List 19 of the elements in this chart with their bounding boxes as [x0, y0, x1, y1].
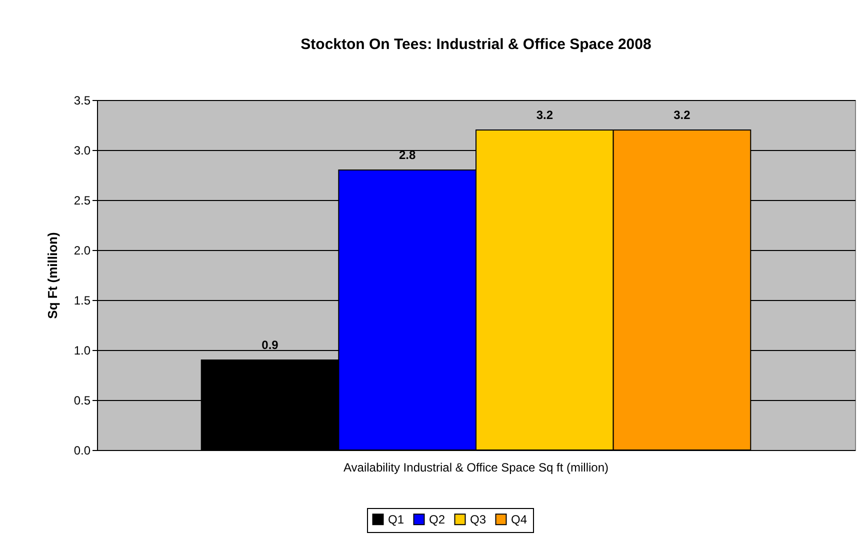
legend-label: Q3 — [470, 512, 486, 526]
legend-label: Q4 — [511, 512, 528, 526]
y-tick-label: 2.0 — [74, 244, 91, 258]
y-tick-label: 3.0 — [74, 144, 91, 158]
y-tick-label: 3.5 — [74, 94, 91, 108]
y-axis-title: Sq Ft (million) — [44, 232, 60, 319]
data-label: 3.2 — [536, 108, 554, 122]
y-tick-label: 1.5 — [74, 294, 91, 308]
legend-label: Q2 — [429, 512, 446, 526]
x-tick-label: Availability Industrial & Office Space Sq ft (million) — [343, 460, 609, 474]
y-tick-label: 0.0 — [74, 444, 91, 458]
y-tick-label: 1.0 — [74, 344, 91, 358]
chart-title: Stockton On Tees: Industrial & Office Space 2008 — [300, 36, 652, 53]
y-tick-label: 2.5 — [74, 194, 91, 208]
data-label: 0.9 — [262, 338, 279, 352]
data-label: 3.2 — [674, 108, 691, 122]
y-tick-label: 0.5 — [74, 394, 91, 408]
data-label: 2.8 — [398, 148, 416, 162]
legend-label: Q1 — [388, 512, 404, 526]
